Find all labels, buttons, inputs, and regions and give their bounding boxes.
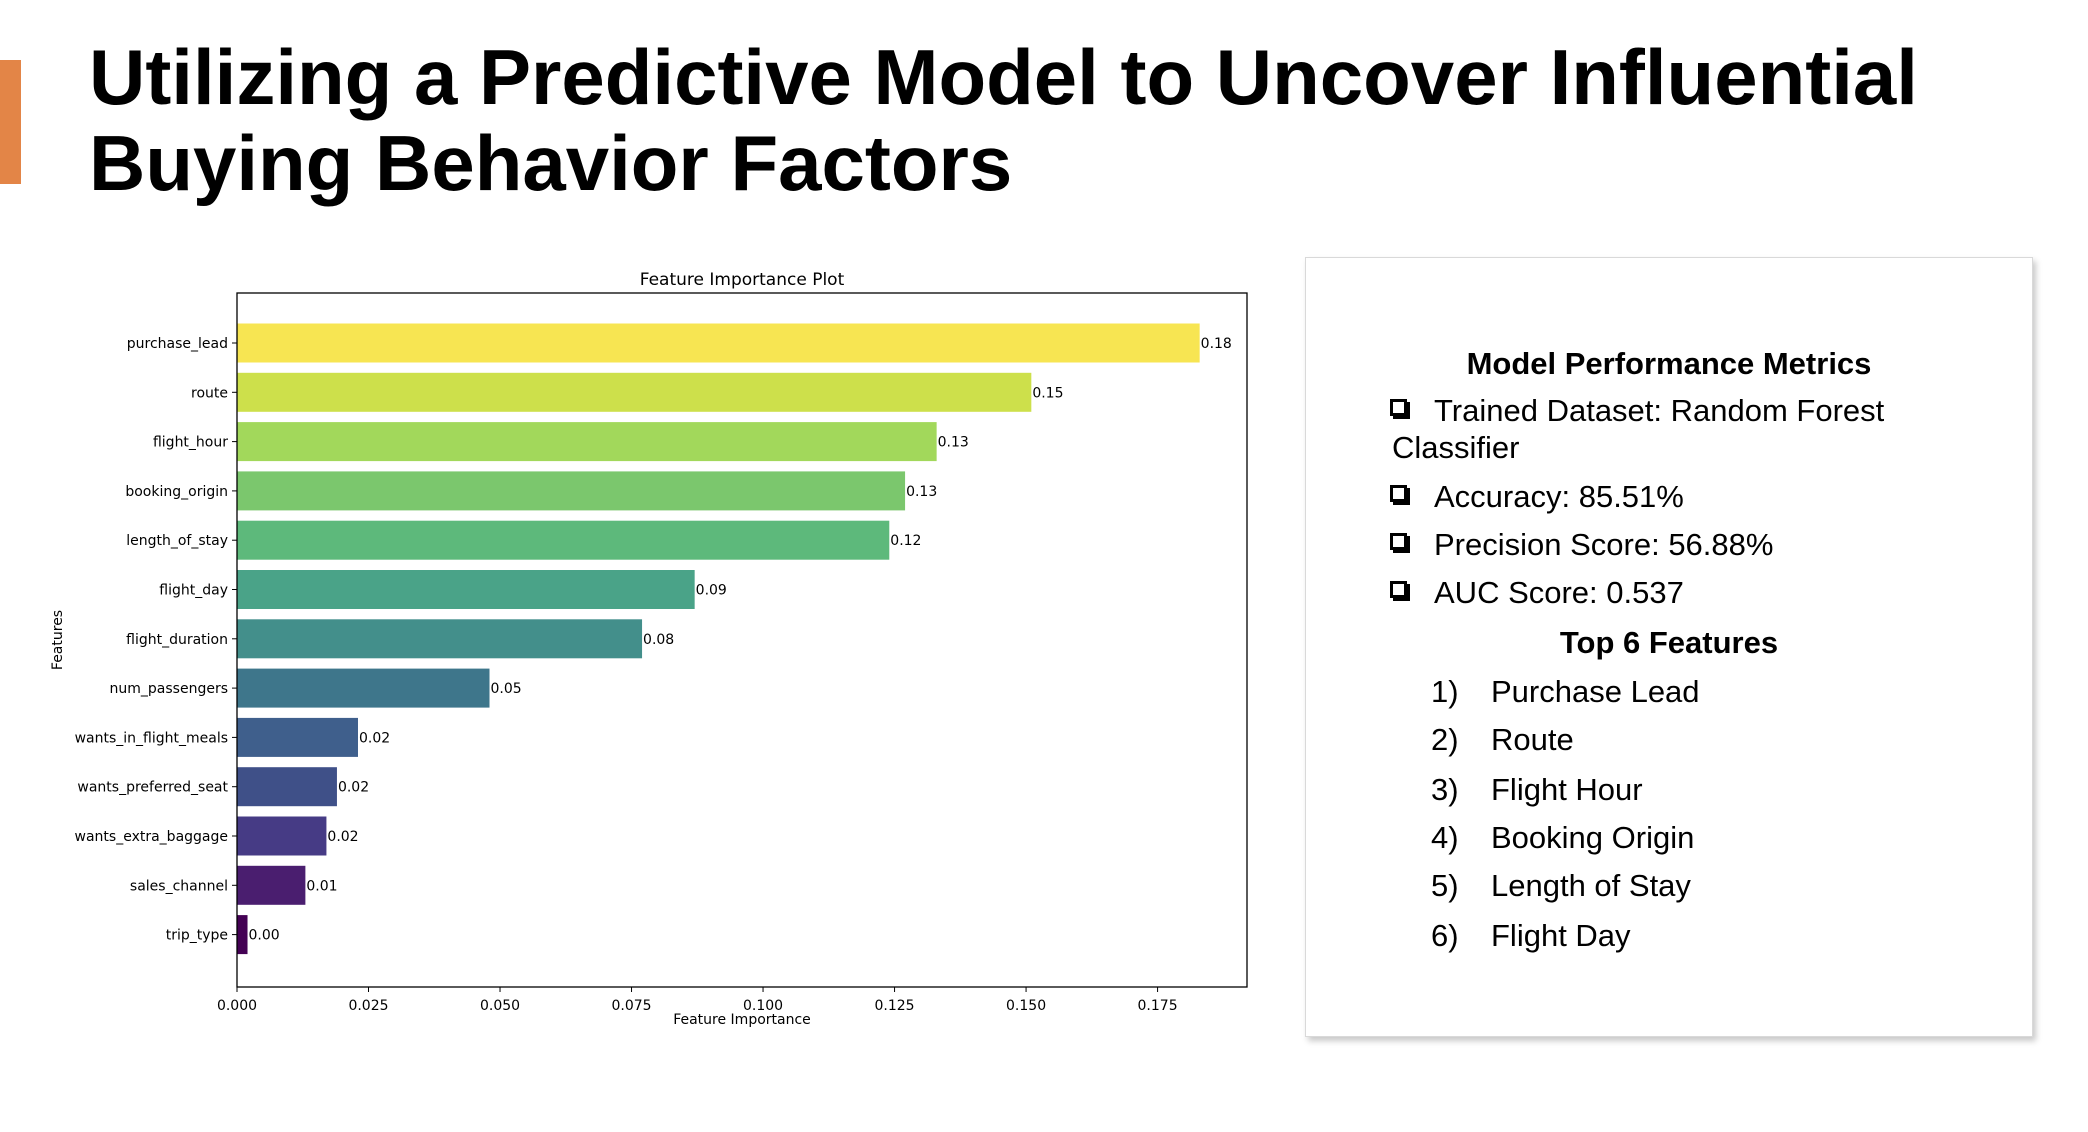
- feature-label: Route: [1491, 722, 1574, 757]
- x-tick-label: 0.150: [1006, 998, 1046, 1014]
- bar-trip-type: [237, 915, 248, 955]
- data-label: 0.09: [696, 583, 727, 599]
- data-label: 0.00: [249, 928, 280, 944]
- x-tick-label: 0.050: [480, 998, 520, 1014]
- metric-item-trained-dataset: Trained Dataset: Random Forest Classifie…: [1390, 392, 2002, 466]
- feature-importance-chart: Feature Importance Plot purchase_leadrou…: [50, 270, 1248, 1028]
- bar-booking-origin: [237, 471, 906, 511]
- y-tick-label: flight_day: [159, 583, 228, 599]
- accent-bar: [0, 60, 21, 184]
- x-ticks: 0.000 0.025 0.050 0.075 0.100 0.125 0.150 0.175: [217, 987, 1178, 1014]
- slide-title: Utilizing a Predictive Model to Uncover …: [89, 34, 2049, 206]
- data-label: 0.08: [643, 632, 674, 648]
- feature-number: 4): [1431, 820, 1459, 855]
- feature-item: 2) Route: [1431, 721, 1574, 758]
- data-labels: 0.18 0.15 0.13 0.13 0.12 0.09 0.08 0.05 0.02 0.02…: [249, 336, 1232, 944]
- feature-label: Purchase Lead: [1491, 674, 1700, 709]
- metrics-heading: Model Performance Metrics: [1466, 346, 1872, 381]
- metric-item-accuracy: Accuracy: 85.51%: [1390, 478, 2002, 515]
- metric-text: Precision Score: 56.88%: [1434, 527, 1774, 562]
- bar-wants-in-flight-meals: [237, 717, 358, 757]
- feature-label: Booking Origin: [1491, 820, 1695, 855]
- bar-length-of-stay: [237, 520, 890, 560]
- feature-item: 4) Booking Origin: [1431, 819, 1694, 856]
- data-label: 0.18: [1201, 336, 1232, 352]
- y-tick-label: wants_preferred_seat: [77, 780, 228, 796]
- checkbox-icon: [1390, 485, 1407, 502]
- metric-item-precision: Precision Score: 56.88%: [1390, 526, 2002, 563]
- slide-title-line-1: Utilizing a Predictive Model to Uncover …: [89, 33, 1918, 121]
- x-tick-label: 0.075: [611, 998, 651, 1014]
- slide-title-line-2: Buying Behavior Factors: [89, 119, 1013, 207]
- bar-num-passengers: [237, 668, 490, 708]
- bar-wants-preferred-seat: [237, 767, 337, 807]
- feature-number: 3): [1431, 772, 1459, 807]
- y-tick-label: flight_duration: [126, 632, 228, 648]
- checkbox-icon: [1390, 399, 1407, 416]
- bar-purchase-lead: [237, 323, 1200, 363]
- metric-text: Accuracy: 85.51%: [1434, 479, 1684, 514]
- bar-route: [237, 372, 1032, 412]
- y-tick-label: wants_extra_baggage: [75, 829, 228, 845]
- data-label: 0.01: [306, 878, 337, 894]
- y-tick-label: route: [191, 385, 228, 401]
- x-tick-label: 0.100: [743, 998, 783, 1014]
- bar-sales-channel: [237, 865, 306, 905]
- y-axis-label: Features: [50, 610, 66, 670]
- feature-number: 1): [1431, 674, 1459, 709]
- metric-text: Trained Dataset: Random Forest Classifie…: [1392, 393, 1885, 465]
- chart-title: Feature Importance Plot: [640, 270, 845, 290]
- bar-flight-duration: [237, 619, 643, 659]
- x-tick-label: 0.025: [348, 998, 388, 1014]
- bar-flight-hour: [237, 422, 937, 462]
- y-tick-label: booking_origin: [125, 484, 228, 500]
- feature-number: 5): [1431, 868, 1459, 903]
- checkbox-icon: [1390, 533, 1407, 550]
- feature-item: 5) Length of Stay: [1431, 867, 1691, 904]
- data-label: 0.02: [327, 829, 358, 845]
- y-tick-label: flight_hour: [153, 435, 228, 451]
- y-tick-label: trip_type: [166, 928, 228, 944]
- data-label: 0.15: [1032, 385, 1063, 401]
- feature-label: Length of Stay: [1491, 868, 1691, 903]
- y-tick-label: length_of_stay: [126, 533, 228, 549]
- checkbox-icon: [1390, 581, 1407, 598]
- feature-number: 6): [1431, 918, 1459, 953]
- bar-flight-day: [237, 570, 695, 609]
- feature-label: Flight Hour: [1491, 772, 1643, 807]
- metric-item-auc: AUC Score: 0.537: [1390, 574, 2002, 611]
- top-features-heading: Top 6 Features: [1559, 625, 1779, 660]
- x-tick-label: 0.125: [875, 998, 915, 1014]
- data-label: 0.02: [338, 780, 369, 796]
- x-tick-label: 0.000: [217, 998, 257, 1014]
- metrics-card: Model Performance Metrics Trained Datase…: [1305, 257, 2033, 1037]
- data-label: 0.13: [938, 435, 969, 451]
- data-label: 0.13: [906, 484, 937, 500]
- x-tick-label: 0.175: [1138, 998, 1178, 1014]
- metric-text: AUC Score: 0.537: [1434, 575, 1684, 610]
- plot-frame: [236, 292, 1248, 988]
- feature-item: 6) Flight Day: [1431, 917, 1631, 954]
- bars-group: [237, 323, 1200, 955]
- bar-wants-extra-baggage: [237, 816, 327, 856]
- feature-number: 2): [1431, 722, 1459, 757]
- data-label: 0.05: [491, 681, 522, 697]
- feature-label: Flight Day: [1491, 918, 1631, 953]
- data-label: 0.12: [890, 533, 921, 549]
- feature-item: 3) Flight Hour: [1431, 771, 1643, 808]
- feature-item: 1) Purchase Lead: [1431, 673, 1700, 710]
- y-tick-label: wants_in_flight_meals: [75, 730, 228, 746]
- y-tick-label: purchase_lead: [127, 336, 228, 352]
- y-tick-label: num_passengers: [110, 681, 228, 697]
- y-tick-label: sales_channel: [130, 878, 228, 894]
- data-label: 0.02: [359, 730, 390, 746]
- x-axis-label: Feature Importance: [673, 1012, 811, 1028]
